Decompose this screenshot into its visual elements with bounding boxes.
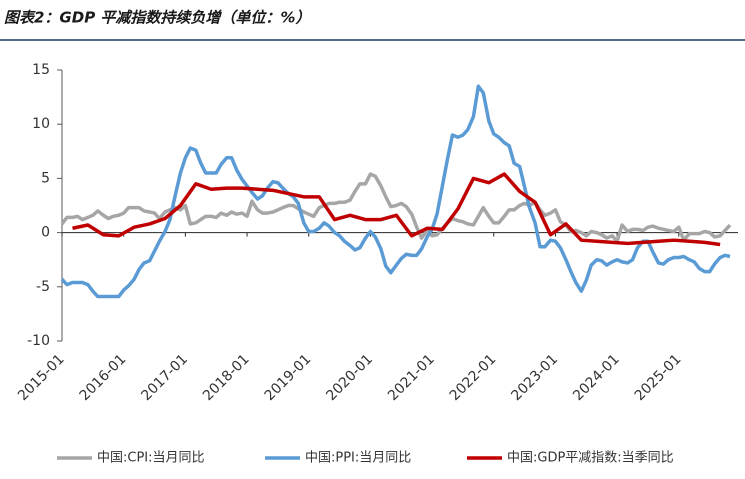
x-tick-label: 2018-01: [200, 351, 253, 404]
x-tick-label: 2017-01: [138, 351, 191, 404]
legend-label: 中国:PPI:当月同比: [305, 451, 411, 466]
x-tick-label: 2021-01: [385, 351, 438, 404]
legend-label: 中国:GDP平减指数:当季同比: [507, 451, 674, 466]
y-tick-label: -5: [36, 279, 50, 295]
y-tick-label: -10: [27, 333, 50, 349]
x-tick-label: 2015-01: [15, 351, 68, 404]
y-tick-label: 5: [41, 170, 50, 186]
series-line: [60, 172, 732, 244]
y-tick-label: 0: [41, 225, 50, 241]
x-tick-label: 2016-01: [77, 351, 130, 404]
y-tick-label: 15: [32, 62, 50, 78]
x-tick-label: 2022-01: [447, 351, 500, 404]
x-tick-label: 2019-01: [262, 351, 315, 404]
x-tick-label: 2020-01: [323, 351, 376, 404]
chart-title: 图表2：GDP 平减指数持续负增（单位：%）: [4, 9, 310, 27]
x-tick-label: 2025-01: [632, 351, 685, 404]
series-line: [72, 172, 721, 247]
y-tick-label: 10: [32, 116, 50, 132]
x-tick-label: 2024-01: [570, 351, 623, 404]
legend-label: 中国:CPI:当月同比: [97, 451, 205, 466]
series-line: [60, 84, 731, 299]
x-tick-label: 2023-01: [508, 351, 561, 404]
